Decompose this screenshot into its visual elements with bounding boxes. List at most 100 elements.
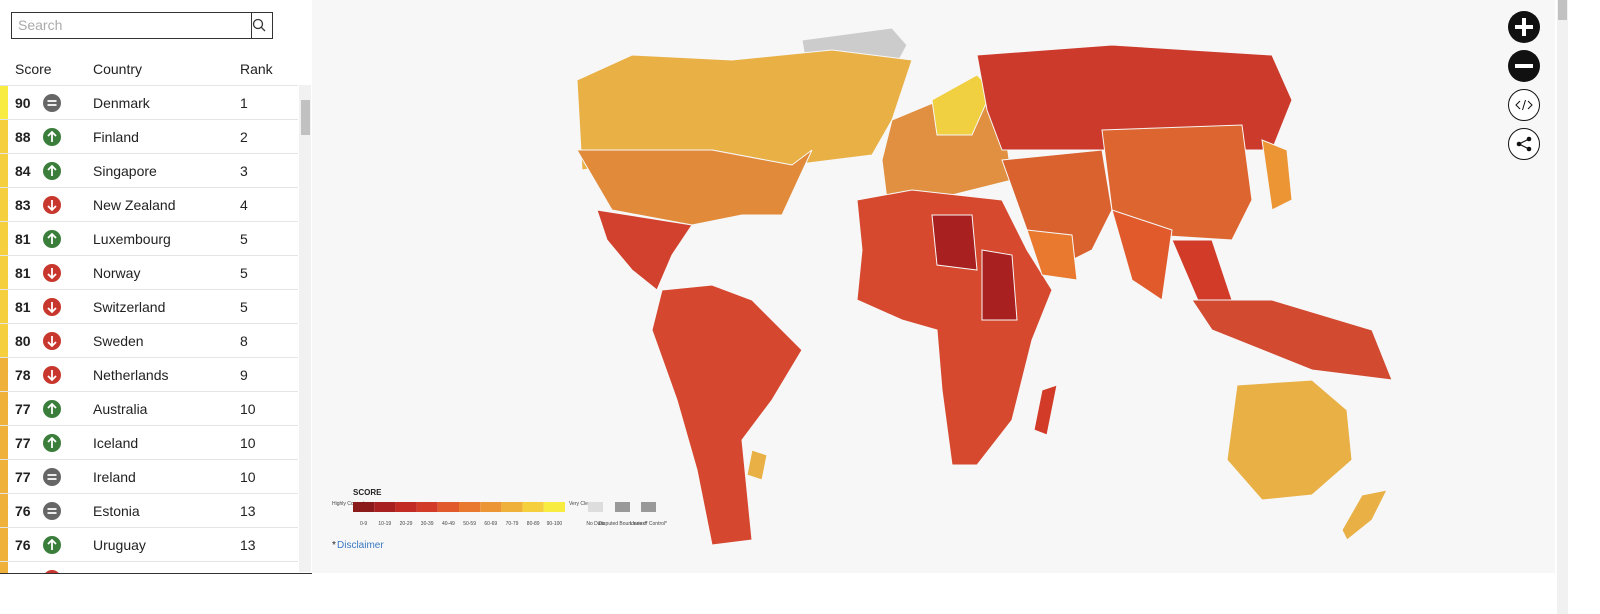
header-score[interactable]: Score [15,61,52,77]
rank: 5 [240,265,248,281]
table-row[interactable]: 75 Canada 15 [0,561,298,573]
legend-extra-swatch [588,502,603,512]
legend-range: 0-9 [360,521,367,527]
country: Ireland [93,469,136,485]
score: 84 [15,163,31,179]
page-scrollbar[interactable] [1557,0,1568,614]
table-row[interactable]: 77 Ireland 10 [0,459,298,493]
country: Canada [93,571,142,573]
trend-icon [43,400,61,418]
search-button[interactable] [246,12,273,39]
legend-extra-label: Disputed Boundaries* [598,521,646,527]
legend-swatch [522,502,544,512]
country: Estonia [93,503,140,519]
legend-low-label: Highly Corrupt [332,501,365,507]
disclaimer-link[interactable]: Disclaimer [337,540,384,551]
trend-icon [43,264,61,282]
score-strip [0,256,8,289]
country: Sweden [93,333,144,349]
legend-range: 30-39 [421,521,434,527]
trend-icon [43,366,61,384]
score-strip [0,120,8,153]
search-icon [252,18,266,32]
trend-icon [43,162,61,180]
legend-extra-label: Lines of Control* [630,521,667,527]
rank: 13 [240,537,256,553]
score-strip [0,86,8,119]
country: Switzerland [93,299,166,315]
legend-range: 50-59 [463,521,476,527]
trend-icon [43,502,61,520]
table-row[interactable]: 76 Uruguay 13 [0,527,298,561]
table-row[interactable]: 76 Estonia 13 [0,493,298,527]
zoom-in-button[interactable] [1508,11,1540,43]
legend-range: 70-79 [506,521,519,527]
table-row[interactable]: 90 Denmark 1 [0,85,298,119]
table-row[interactable]: 83 New Zealand 4 [0,187,298,221]
country: Norway [93,265,141,281]
country: New Zealand [93,197,176,213]
rank: 10 [240,469,256,485]
table-row[interactable]: 81 Luxembourg 5 [0,221,298,255]
scroll-thumb[interactable] [301,100,310,135]
rank: 13 [240,503,256,519]
embed-button[interactable] [1508,89,1540,121]
table-row[interactable]: 84 Singapore 3 [0,153,298,187]
legend-swatch [501,502,523,512]
legend-extra-swatch [641,502,656,512]
table-row[interactable]: 88 Finland 2 [0,119,298,153]
table-row[interactable]: 77 Iceland 10 [0,425,298,459]
rank: 8 [240,333,248,349]
legend-swatch [395,502,417,512]
table-row[interactable]: 80 Sweden 8 [0,323,298,357]
disclaimer-star: * [332,540,336,551]
rank: 2 [240,129,248,145]
score-strip [0,392,8,425]
trend-icon [45,570,59,573]
legend-swatch [543,502,565,512]
legend-swatch [480,502,502,512]
rank: 15 [240,571,256,573]
rank: 3 [240,163,248,179]
legend-swatch [353,502,375,512]
score-strip [0,460,8,493]
score-strip [0,154,8,187]
legend-range: 20-29 [400,521,413,527]
header-rank[interactable]: Rank [240,61,273,77]
country: Uruguay [93,537,146,553]
score: 78 [15,367,31,383]
share-button[interactable] [1508,128,1540,160]
score: 77 [15,435,31,451]
table-row[interactable]: 77 Australia 10 [0,391,298,425]
countries[interactable] [576,27,1393,546]
table-row[interactable]: 78 Netherlands 9 [0,357,298,391]
country: Netherlands [93,367,169,383]
search-input[interactable]: Search [11,12,252,39]
legend-range: 80-89 [527,521,540,527]
trend-icon [43,230,61,248]
score: 80 [15,333,31,349]
table-row[interactable]: 81 Switzerland 5 [0,289,298,323]
header-country[interactable]: Country [93,61,143,77]
table-row[interactable]: 81 Norway 5 [0,255,298,289]
score: 90 [15,95,31,111]
page-scroll-thumb[interactable] [1558,0,1567,20]
rank: 9 [240,367,248,383]
legend-swatch [459,502,481,512]
legend-extra-swatch [615,502,630,512]
country: Luxembourg [93,231,171,247]
country: Denmark [93,95,150,111]
zoom-out-button[interactable] [1508,50,1540,82]
scroll-track[interactable] [299,85,311,572]
legend-range: 10-19 [378,521,391,527]
legend-swatch [374,502,396,512]
score: 81 [15,231,31,247]
score: 75 [15,571,31,573]
score-strip [0,528,8,561]
score: 77 [15,401,31,417]
rank: 5 [240,299,248,315]
trend-icon [43,196,61,214]
map: SCORE Highly Corrupt 0-9 10-19 20-29 30-39 40-… [312,0,1555,573]
trend-icon [43,434,61,452]
